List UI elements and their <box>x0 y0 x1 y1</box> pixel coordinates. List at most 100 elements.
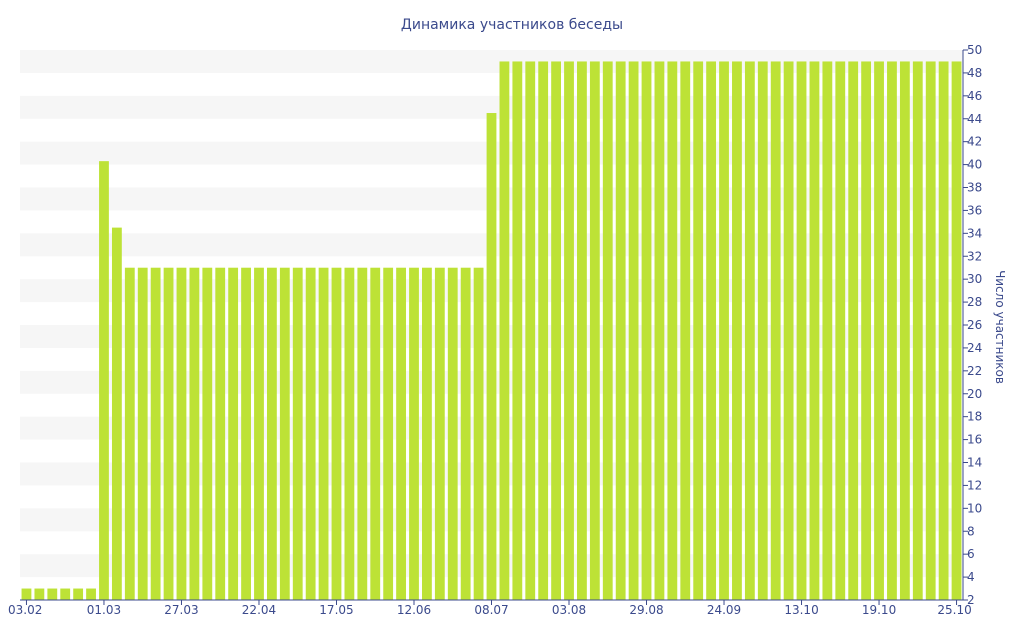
y-tick-label: 18 <box>967 410 982 424</box>
bar-series <box>21 61 962 601</box>
bar <box>396 267 406 600</box>
y-tick-label: 10 <box>967 501 982 515</box>
bar <box>344 267 355 600</box>
bar <box>499 61 510 601</box>
bar <box>137 267 148 600</box>
bar <box>783 61 794 601</box>
bar <box>951 61 962 601</box>
bar <box>512 61 523 601</box>
x-tick-label: 24.09 <box>707 603 741 617</box>
y-tick-label: 4 <box>967 570 975 584</box>
bar <box>744 61 755 601</box>
bar <box>938 61 949 601</box>
bar <box>887 61 897 601</box>
y-axis-label: Число участников <box>993 270 1007 384</box>
x-tick-label: 25.10 <box>937 603 971 617</box>
bar <box>525 61 536 601</box>
bar <box>732 61 742 601</box>
bar <box>602 61 613 601</box>
y-tick-label: 28 <box>967 295 982 309</box>
bar <box>809 61 820 601</box>
bar <box>279 267 290 600</box>
bar <box>770 61 781 601</box>
bar <box>409 267 419 600</box>
bar <box>292 267 303 600</box>
chart-title: Динамика участников беседы <box>401 17 623 33</box>
y-tick-label: 50 <box>967 43 982 57</box>
bar <box>589 61 600 601</box>
x-tick-label: 01.03 <box>87 603 121 617</box>
bar <box>47 588 58 600</box>
bar <box>447 267 458 600</box>
bar <box>86 588 96 600</box>
bar <box>176 267 187 600</box>
bar <box>254 267 264 600</box>
bar <box>615 61 626 601</box>
x-tick-label: 17.05 <box>319 603 353 617</box>
bar <box>383 267 394 600</box>
x-tick-label: 08.07 <box>474 603 508 617</box>
bar <box>861 61 872 601</box>
bar <box>822 61 833 601</box>
y-tick-label: 24 <box>967 341 982 355</box>
y-tick-label: 36 <box>967 203 982 217</box>
bar <box>21 588 32 600</box>
bar <box>34 588 45 600</box>
bar <box>564 61 574 601</box>
y-tick-label: 40 <box>967 158 982 172</box>
bar <box>305 267 316 600</box>
bar <box>719 61 729 601</box>
bar <box>796 61 807 601</box>
bar <box>460 267 471 600</box>
y-tick-label: 34 <box>967 226 982 240</box>
bar <box>422 267 432 600</box>
y-tick-label: 16 <box>967 433 982 447</box>
y-tick-label: 48 <box>967 66 982 80</box>
bar <box>163 267 174 600</box>
bar <box>654 61 665 601</box>
bar <box>551 61 561 601</box>
y-tick-label: 22 <box>967 364 982 378</box>
bar <box>835 61 846 601</box>
bar <box>111 227 122 600</box>
y-tick-label: 38 <box>967 181 982 195</box>
bar <box>667 61 678 601</box>
bar <box>577 61 587 601</box>
y-tick-label: 6 <box>967 547 975 561</box>
bar <box>641 61 652 601</box>
bar <box>680 61 691 601</box>
y-tick-label: 46 <box>967 89 982 103</box>
bar <box>757 61 768 601</box>
bar <box>473 267 484 600</box>
y-tick-label: 30 <box>967 272 982 286</box>
bar <box>693 61 704 601</box>
bar <box>486 113 497 600</box>
bar <box>73 588 84 600</box>
x-tick-label: 29.08 <box>629 603 663 617</box>
bar <box>124 267 135 600</box>
bar <box>60 588 71 600</box>
x-tick-label: 03.02 <box>8 603 42 617</box>
axes: 2468101214161820222426283032343638404244… <box>8 43 982 617</box>
y-tick-label: 32 <box>967 249 982 263</box>
x-tick-label: 03.08 <box>552 603 586 617</box>
grid-band <box>20 50 963 73</box>
bar <box>706 61 717 601</box>
y-tick-label: 2 <box>967 593 975 607</box>
bar <box>357 267 368 600</box>
bar <box>370 267 381 600</box>
bar <box>434 267 445 600</box>
y-tick-label: 14 <box>967 456 982 470</box>
bar <box>331 267 342 600</box>
bar <box>228 267 239 600</box>
y-tick-label: 26 <box>967 318 982 332</box>
bar <box>202 267 213 600</box>
x-tick-label: 19.10 <box>862 603 896 617</box>
y-tick-label: 42 <box>967 135 982 149</box>
bar <box>925 61 936 601</box>
bar <box>318 267 329 600</box>
bar <box>266 267 277 600</box>
bar <box>874 61 884 601</box>
